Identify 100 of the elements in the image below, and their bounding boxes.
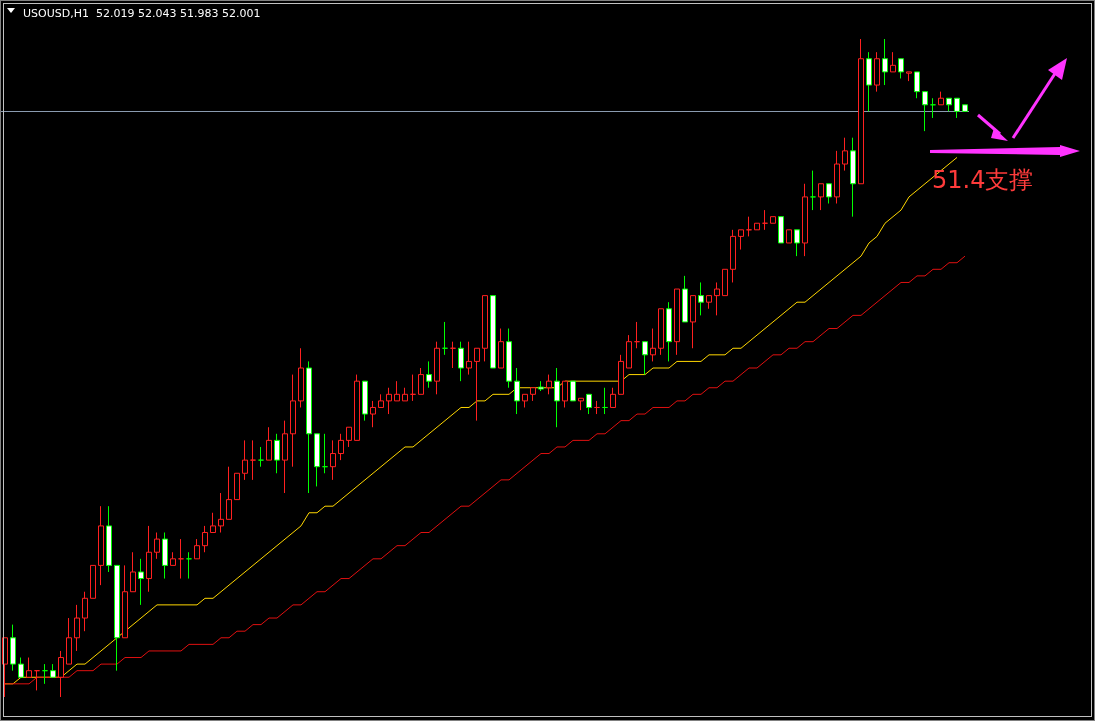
candlestick [586,393,592,415]
candlestick [2,637,8,698]
candlestick [10,624,16,672]
candlestick [618,354,624,395]
candlestick [882,38,888,86]
candlestick [266,426,272,461]
candlestick [130,551,136,593]
candlestick [842,137,848,172]
candlestick [506,328,512,389]
candlestick [362,380,368,422]
candlestick [954,97,960,119]
candlestick [610,387,616,408]
candlestick [690,295,696,349]
candlestick [458,341,464,382]
candlestick [530,387,536,402]
candlestick [578,397,584,411]
candlestick [906,71,912,82]
candlestick [834,150,840,204]
candlestick [898,58,904,79]
candlestick [962,104,968,112]
candlestick [82,591,88,632]
candlestick [378,393,384,408]
candlestick [874,51,880,93]
candlestick [154,532,160,560]
candlestick [602,387,608,415]
candlestick [338,433,344,461]
candlestick [794,229,800,257]
candlestick [666,301,672,362]
candlestick [522,393,528,408]
candlestick [42,663,48,685]
candlestick [402,387,408,402]
candlestick [386,387,392,415]
candlestick [114,564,120,672]
candlestick [746,216,752,237]
candlestick [322,433,328,474]
candlestick [890,51,896,73]
candlestick [810,170,816,211]
candlestick [450,341,456,369]
chart-title: USOUSD,H1 52.019 52.043 51.983 52.001 [23,7,261,20]
candlestick [626,334,632,369]
candlestick [858,38,864,185]
candlestick [306,360,312,494]
candlestick [770,216,776,224]
candlestick [122,564,128,639]
candlestick [26,657,32,678]
candlestick [474,347,480,422]
candlestick [434,341,440,395]
candlestick [466,341,472,376]
candlestick [562,380,568,408]
candlestick [730,229,736,283]
candlestick [674,288,680,356]
candlestick [58,650,64,698]
candlestick [346,426,352,448]
candlestick [178,538,184,580]
candlestick [826,183,832,204]
candlestick [946,97,952,112]
candlestick [554,367,560,428]
candlestick [738,229,744,251]
candlestick [786,229,792,244]
candlestick [418,367,424,395]
candlestick [546,374,552,395]
candlestick [90,564,96,599]
candlestick [634,321,640,349]
candlestick [650,328,656,362]
candlestick [234,472,240,501]
candlestick [442,321,448,356]
candlestick [818,183,824,211]
candlestick [642,341,648,376]
candlestick [98,505,104,586]
candlestick [394,380,400,402]
candlestick [658,308,664,356]
candlestick [330,439,336,481]
candlestick [426,360,432,389]
candlestick [298,347,304,408]
candlestick [410,374,416,402]
candlestick [66,617,72,665]
candlestick [930,97,936,119]
candlestick [802,183,808,257]
candlestick [106,505,112,573]
candlestick [138,558,144,606]
candlestick [754,222,760,231]
candlestick [914,71,920,99]
candlestick [18,657,24,678]
candlestick [202,525,208,553]
candlestick [722,268,728,297]
candlestick [258,446,264,468]
candlestick [490,295,496,369]
annotation: 51.4支撑 [932,166,1034,194]
candlestick [74,604,80,652]
candlestick [922,91,928,132]
candlestick [778,216,784,244]
candlestick [242,439,248,481]
candlestick [162,532,168,580]
candlestick [170,551,176,566]
candlestick [938,91,944,106]
candlestick [538,380,544,392]
candlestick [706,295,712,310]
candlestick [866,51,872,112]
candlestick [514,367,520,415]
candlestick [194,538,200,560]
